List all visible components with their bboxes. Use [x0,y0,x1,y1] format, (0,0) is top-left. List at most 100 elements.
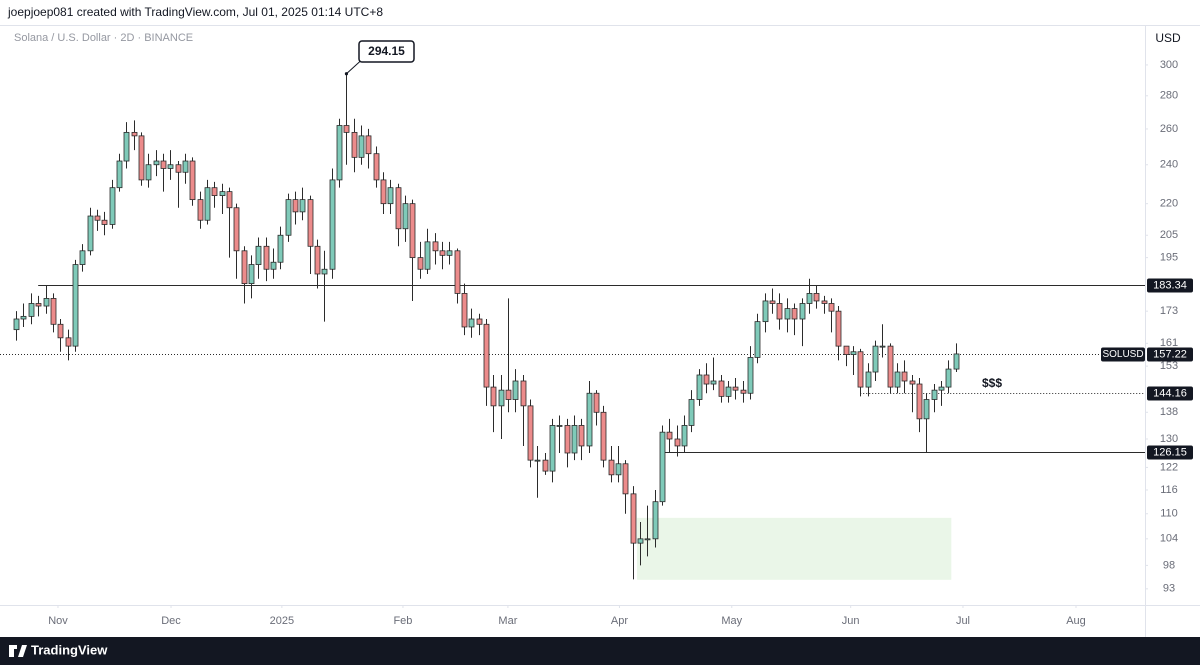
candle-body [872,345,879,373]
candle-body [72,264,79,347]
y-tick-label: 110 [1160,508,1178,520]
candle-body [564,425,571,454]
currency-label: USD [1155,31,1181,45]
candle-body [659,431,666,503]
candle-body [380,179,387,205]
candle-body [916,383,923,420]
candle-body [446,250,453,256]
y-tick-label: 173 [1160,305,1178,317]
candle-body [813,293,820,302]
candle-body [439,250,446,256]
candle-body [219,191,226,197]
y-tick-label: 93 [1163,583,1175,595]
candle-body [263,245,270,270]
candle-body [762,300,769,323]
candle-body [674,438,681,447]
brand-logo [9,645,27,657]
candle-body [13,318,20,331]
price-label-box [1147,278,1193,293]
candle-body [747,357,754,394]
candle-body [754,321,761,358]
candle-body [835,310,842,347]
candle-body [189,160,196,201]
candle-body [512,380,519,400]
candle-body [307,199,314,247]
candle-body [776,303,783,320]
callout-anchor [344,72,349,76]
chart-title: Solana / U.S. Dollar · 2D · BINANCE [14,32,193,44]
background [0,0,1200,637]
candle-body [65,337,72,347]
candle-body [490,386,497,407]
candle-body [887,345,894,388]
x-tick-label: Nov [48,615,68,627]
footer-bar [0,637,1200,665]
candle-body [417,257,424,270]
candle-body [600,411,607,461]
price-label-box [1147,386,1193,401]
candle-body [630,493,637,544]
candle-body [94,215,101,221]
x-tick-label: Apr [611,615,628,627]
candle-body [285,199,292,236]
candle-body [79,250,86,265]
price-label-box [1147,445,1193,460]
candle-body [549,425,556,472]
candle-body [505,389,512,400]
candle-body [233,207,240,252]
candle-body [476,318,483,325]
candle-body [791,308,798,320]
price-label-box [1147,347,1193,362]
candle-body [358,135,365,158]
y-tick-label: 153 [1160,360,1178,372]
candle-body [270,261,277,270]
candle-body [666,431,673,440]
candle-body [131,131,138,137]
candle-body [57,323,64,339]
candle-body [542,459,549,472]
candle-body [387,187,394,205]
x-tick-label: Feb [393,615,412,627]
candle-body [953,353,960,370]
y-tick-label: 122 [1160,461,1178,473]
candle-body [241,250,248,284]
candle-body [160,160,167,169]
y-tick-label: 130 [1160,433,1178,445]
candle-body [931,389,938,400]
candle-body [248,264,255,284]
price-label: 183.34 [1153,279,1187,291]
candle-body [593,392,600,413]
y-tick-label: 260 [1160,123,1178,135]
candle-body [622,463,629,495]
candle-body [292,199,299,213]
candle-body [652,501,659,540]
candle-body [732,386,739,391]
symbol-label-box [1101,347,1145,362]
candle-body [343,125,350,133]
candle-body [116,160,123,189]
candle-body [865,371,872,388]
candle-body [373,153,380,181]
candle-body [725,386,732,397]
candle-body [432,241,439,252]
candle-body [321,268,328,275]
y-tick-label: 195 [1160,252,1178,264]
x-tick-label: May [721,615,742,627]
candle-body [784,308,791,320]
candle-body [197,199,204,221]
candle-body [945,368,952,388]
callout-box [358,40,415,63]
x-tick-label: Mar [498,615,517,627]
candle-body [483,323,490,388]
price-label: 126.15 [1153,446,1187,458]
candle-body [28,303,35,317]
candle-body [336,125,343,181]
candle-body [556,425,563,427]
candle-body [710,380,717,385]
x-tick-label: Jul [956,615,970,627]
candle-body [461,293,468,328]
candle-body [365,135,372,155]
y-tick-label: 116 [1160,484,1178,496]
candle-body [109,187,116,225]
